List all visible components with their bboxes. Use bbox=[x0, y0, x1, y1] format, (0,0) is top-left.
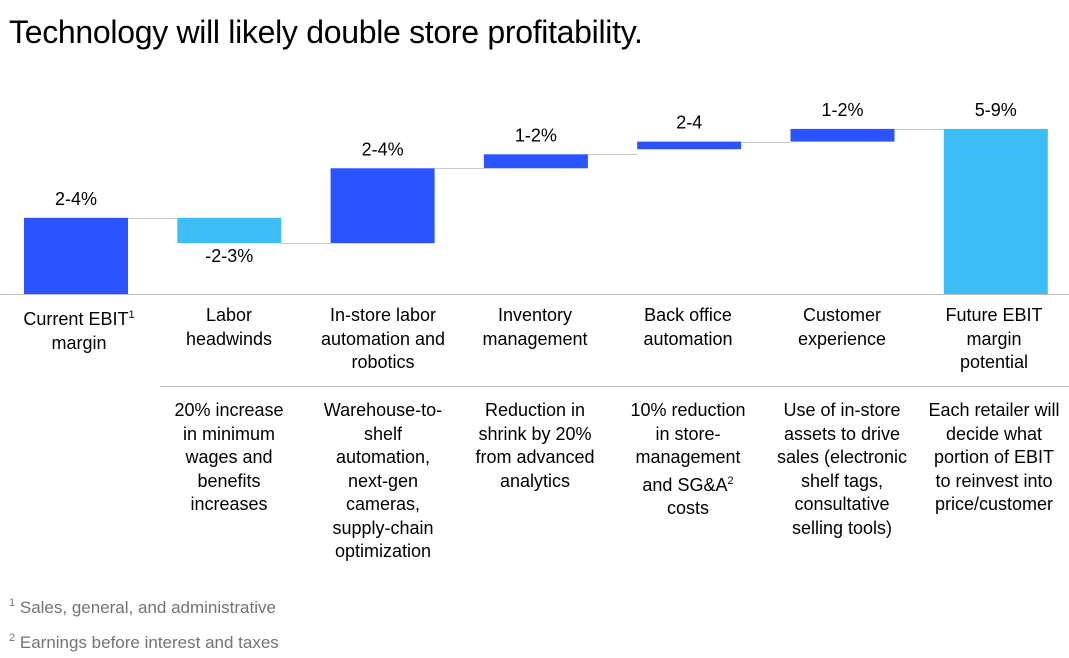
description-inventory: Reduction in shrink by 20% from advanced an… bbox=[475, 400, 595, 491]
category-label-in-store-labor: In-store labor automation and robotics bbox=[320, 305, 446, 372]
waterfall-chart: 2-4% -2-3% 2-4% 1-2% 2-4 1-2% 5-9% bbox=[0, 100, 1069, 295]
description-in-store-labor: Warehouse-to-shelf automation, next-gen cam… bbox=[323, 400, 443, 561]
description-divider bbox=[160, 386, 1069, 387]
bar-value-label: 1-2% bbox=[515, 125, 557, 145]
footnotes: 1 Sales, general, and administrative 2 E… bbox=[9, 588, 279, 658]
category-label-back-office: Back office automation bbox=[643, 305, 733, 349]
footnote-2: 2 Earnings before interest and taxes bbox=[9, 632, 279, 652]
bar-value-label: 2-4% bbox=[362, 139, 404, 159]
bar-value-label: 2-4 bbox=[676, 113, 702, 133]
category-label-inventory: Inventory management bbox=[482, 305, 588, 349]
waterfall-bar bbox=[330, 168, 435, 244]
waterfall-bar bbox=[943, 128, 1048, 294]
category-label-future-ebit: Future EBIT margin potential bbox=[945, 305, 1043, 372]
waterfall-bar bbox=[637, 141, 742, 150]
description-labor-headwinds: 20% increase in minimum wages and benefits i… bbox=[174, 400, 284, 514]
waterfall-bar bbox=[177, 217, 282, 244]
bar-value-label: 1-2% bbox=[821, 100, 863, 120]
waterfall-bar bbox=[24, 217, 128, 294]
waterfall-bar bbox=[483, 154, 588, 169]
description-back-office: 10% reduction in store-management and SG&A… bbox=[630, 400, 746, 518]
description-customer-experience: Use of in-store assets to drive sales (ele… bbox=[776, 400, 908, 538]
category-label-current-ebit: Current EBIT1 margin bbox=[23, 309, 135, 353]
bar-value-label: 2-4% bbox=[55, 189, 97, 209]
waterfall-bar bbox=[790, 128, 895, 142]
category-label-labor-headwinds: Labor headwinds bbox=[185, 305, 273, 349]
bar-value-label: -2-3% bbox=[205, 246, 253, 266]
chart-title: Technology will likely double store prof… bbox=[9, 14, 643, 50]
bar-value-label: 5-9% bbox=[975, 100, 1017, 120]
footnote-1: 1 Sales, general, and administrative bbox=[9, 597, 276, 617]
description-future-ebit: Each retailer will decide what portion of … bbox=[928, 400, 1060, 514]
category-label-customer-experience: Customer experience bbox=[797, 305, 887, 349]
